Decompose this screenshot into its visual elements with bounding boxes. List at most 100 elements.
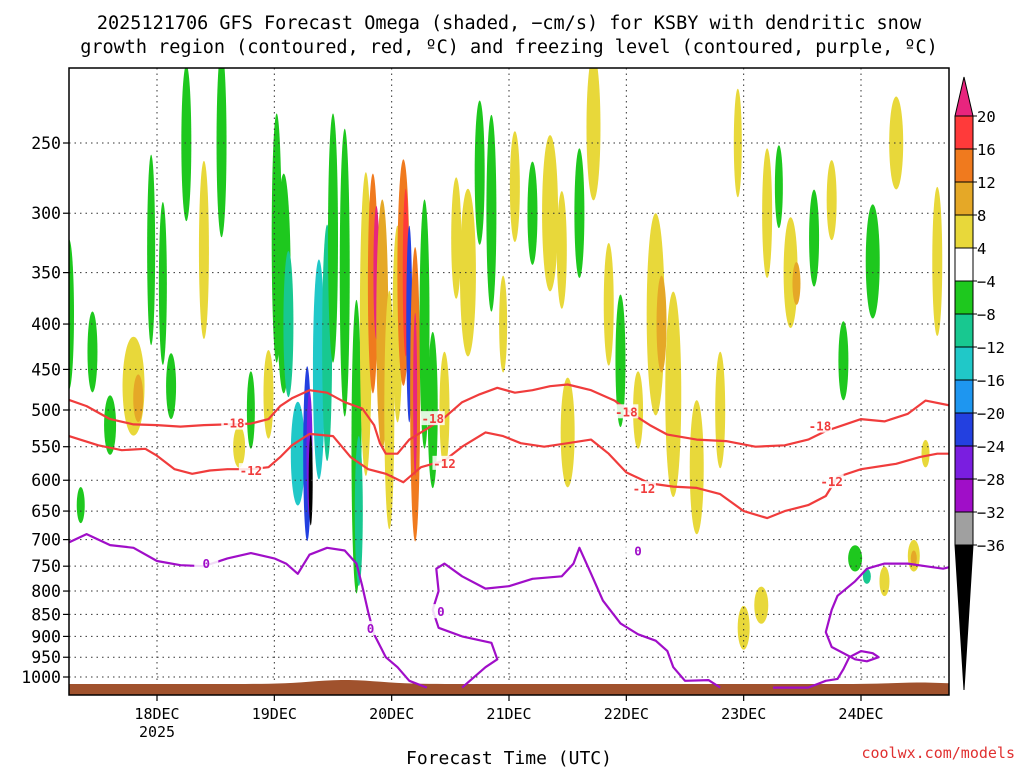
omega-cell [181,68,192,222]
colorbar-label: −24 [977,438,1005,456]
omega-cell [76,487,85,524]
omega-cell [865,204,880,319]
dgz-minus-18-label-bg [614,404,639,419]
colorbar-swatch [954,412,974,447]
omega-cell [762,148,773,279]
colorbar-swatch [954,379,974,414]
omega-cell [499,275,508,373]
omega-cell [560,377,575,488]
dgz-minus-12-label: -12 [433,456,456,471]
dgz-minus-18-label-bg [807,418,832,433]
dgz-minus-18-label: -18 [809,419,832,434]
y-tick-label: 450 [31,360,61,379]
dgz-minus-18-label-bg [221,415,246,430]
freezing-level-east-line [431,546,721,689]
dgz-minus-12-label-bg [432,455,457,470]
omega-cell [198,160,209,340]
colorbar-swatch [954,544,974,691]
freezing-level-east-label-bg [428,604,453,619]
y-tick-label: 300 [31,204,61,223]
omega-cell [87,311,98,393]
colorbar-label: −20 [977,405,1005,423]
omega-cell [889,96,904,190]
y-tick-label: 250 [31,134,61,153]
dgz-minus-12-label: -12 [633,481,656,496]
omega-cell [792,262,801,305]
dgz-minus-12-label: -12 [240,463,263,478]
y-tick-label: 350 [31,264,61,283]
freezing-level-east-label: 0 [437,604,445,619]
omega-cell [509,131,520,243]
freezing-level-main-line [69,532,428,689]
y-tick-label: 650 [31,502,61,521]
omega-cell [147,154,156,346]
terrain-ground [69,680,949,695]
y-tick-label: 950 [31,648,61,667]
dgz-minus-18-label: -18 [615,404,638,419]
colorbar-swatch [954,511,974,546]
colorbar-label: −16 [977,372,1005,390]
omega-cell [774,145,783,229]
y-tick-label: 600 [31,471,61,490]
x-tick-label: 18DEC [134,705,179,723]
x-axis-label: Forecast Time (UTC) [406,748,612,768]
y-axis-pressure: 250 300 350 400 450 500 550 600 650 700 750 800 850 9… [21,134,69,687]
omega-cell [556,191,567,309]
omega-cell [574,148,585,279]
omega-cell [459,188,476,357]
y-tick-label: 850 [31,605,61,624]
dgz-minus-12-label-bg [819,474,844,489]
x-tick-sublabel: 2025 [139,723,175,741]
omega-cell [603,242,614,366]
dgz-minus-12-label-bg [238,463,263,478]
colorbar-swatch [954,247,974,282]
colorbar-swatch [954,445,974,480]
omega-cell [328,113,338,363]
colorbar-swatch [954,280,974,315]
freezing-level-main-label: 0 [367,621,375,636]
colorbar-label: −36 [977,537,1005,555]
colorbar-swatch [954,214,974,249]
omega-cell [848,545,863,572]
y-tick-label: 750 [31,557,61,576]
omega-cell [354,436,363,587]
x-tick-label: 22DEC [604,705,649,723]
omega-cell [69,239,74,390]
y-tick-label: 1000 [21,668,61,687]
colorbar-label: −8 [977,306,996,324]
y-tick-label: 700 [31,531,61,550]
dgz-minus-18-label: -18 [222,416,245,431]
omega-cell [474,100,485,245]
omega-cell [290,401,305,506]
dgz-minus-12-label: -12 [820,474,843,489]
omega-cell [451,177,462,299]
freezing-level-main-label: 0 [203,556,211,571]
omega-cell [419,199,430,449]
omega-cell [754,586,769,624]
omega-cell [233,425,246,468]
dgz-minus-12-label-bg [631,481,656,496]
chart-title-line-2: growth region (contoured, red, ºC) and f… [80,37,938,58]
contour-lines: -18 -18 -18 -18 -12 -12 -12 -12 0 0 0 0 [69,383,949,689]
colorbar-label: 20 [977,108,996,126]
omega-cell [486,114,497,312]
freezing-level-far-east-line [773,562,949,689]
colorbar: 20 16 12 8 4 −4 −8 −12 −16 −20 −24 −28 −32 −36 [954,76,1005,691]
colorbar-label: 8 [977,207,986,225]
omega-cell [809,189,820,287]
freezing-level-east-label-bg [626,543,651,558]
colorbar-label: −4 [977,273,996,291]
omega-cell [542,135,559,292]
omega-cell [689,400,704,535]
x-tick-label: 20DEC [369,705,414,723]
colorbar-label: 12 [977,174,996,192]
omega-cell [826,160,837,241]
omega-cell [862,568,871,584]
credit-text: coolwx.com/models [861,744,1015,762]
y-tick-label: 800 [31,582,61,601]
freezing-level-east-label: 0 [634,544,642,559]
plot-gridlines [69,68,949,695]
dgz-minus-18-label: -18 [421,411,444,426]
